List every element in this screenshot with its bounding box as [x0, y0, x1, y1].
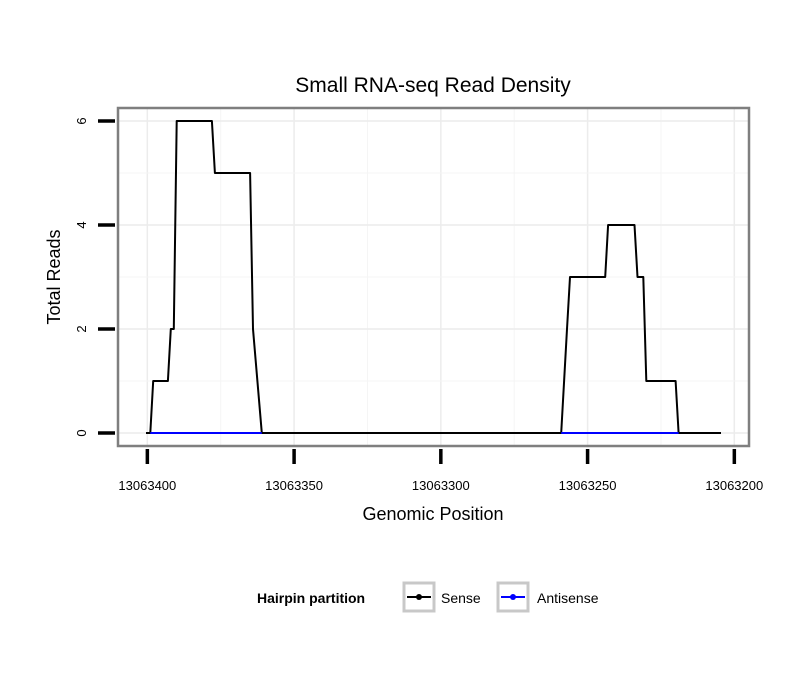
x-tick-label: 13063300 [412, 478, 470, 493]
legend-item-antisense: Antisense [496, 581, 599, 613]
y-axis-title: Total Reads [44, 229, 64, 324]
series-layer [146, 120, 721, 434]
chart-title: Small RNA-seq Read Density [295, 74, 571, 97]
legend-point-antisense [510, 594, 516, 600]
x-tick-label: 13063400 [118, 478, 176, 493]
y-tick-label: 6 [74, 117, 89, 124]
x-tick-label: 13063350 [265, 478, 323, 493]
legend-title: Hairpin partition [257, 590, 365, 606]
series-line-sense [560, 224, 721, 434]
legend-label-sense: Sense [441, 590, 481, 606]
x-tick-label: 13063200 [705, 478, 763, 493]
y-tick-label: 4 [74, 221, 89, 228]
x-tick-label: 13063250 [559, 478, 617, 493]
plot-border [116, 106, 751, 448]
legend-label-antisense: Antisense [537, 590, 599, 606]
legend-point-sense [416, 594, 422, 600]
axis-layer: 13063400 13063350 13063300 13063250 13063200… [74, 117, 763, 493]
series-line-sense [146, 120, 721, 434]
y-tick-label: 0 [74, 429, 89, 436]
y-tick-label: 2 [74, 325, 89, 332]
x-axis-title: Genomic Position [362, 504, 503, 524]
legend: Hairpin partition Sense Antisense [257, 581, 599, 613]
legend-item-sense: Sense [402, 581, 481, 613]
